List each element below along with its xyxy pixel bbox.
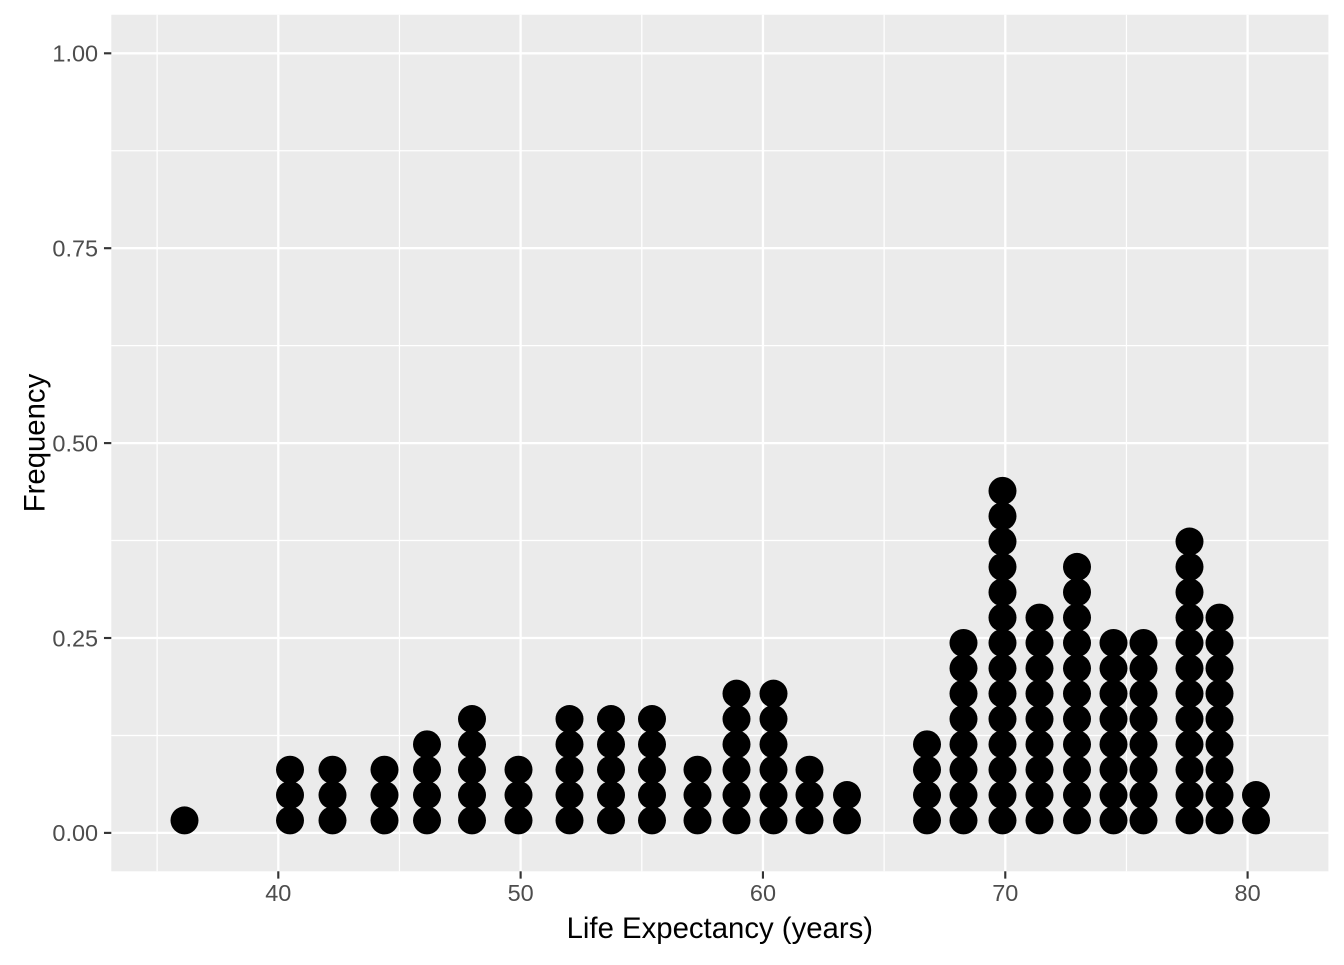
svg-text:0.50: 0.50 [52, 430, 98, 456]
svg-text:50: 50 [508, 880, 534, 906]
svg-text:Life Expectancy (years): Life Expectancy (years) [567, 912, 873, 945]
svg-text:80: 80 [1235, 880, 1261, 906]
svg-text:0.25: 0.25 [52, 625, 98, 651]
svg-text:40: 40 [265, 880, 291, 906]
svg-text:0.75: 0.75 [52, 236, 98, 262]
svg-text:Frequency: Frequency [18, 373, 51, 512]
svg-text:70: 70 [992, 880, 1018, 906]
svg-text:1.00: 1.00 [52, 41, 98, 67]
svg-text:0.00: 0.00 [52, 820, 98, 846]
svg-text:60: 60 [750, 880, 776, 906]
